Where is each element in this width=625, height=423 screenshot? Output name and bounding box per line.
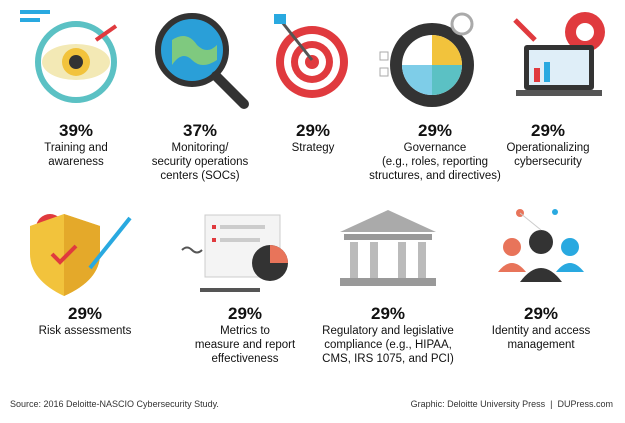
stat-label: structures, and directives): [369, 170, 501, 182]
stat-label: Governance: [403, 142, 467, 154]
icon-strategy: [274, 14, 348, 98]
stat-percent: 37%: [182, 121, 218, 140]
stat-label: (e.g., roles, reporting: [381, 156, 489, 168]
stat-label: cybersecurity: [514, 156, 582, 168]
stat-percent: 29%: [530, 121, 566, 140]
stat-label: Regulatory and legislative: [322, 325, 454, 337]
stat-item: 37% Monitoring/security operations centers…: [115, 121, 285, 183]
stat-label: CMS, IRS 1075, and PCI): [322, 353, 454, 365]
stat-item: 29% Regulatory and legislative compliance …: [303, 304, 473, 366]
stat-label: Risk assessments: [38, 325, 132, 337]
stat-label: awareness: [48, 156, 104, 168]
stat-item: 29% Governance (e.g., roles, reporting stru…: [350, 121, 520, 183]
stat-label: Training and: [44, 142, 108, 154]
stat-label: security operations: [151, 156, 249, 168]
stat-percent: 29%: [227, 304, 263, 323]
stat-label: Operationalizing: [506, 142, 590, 154]
stat-percent: 29%: [370, 304, 406, 323]
stat-percent: 29%: [67, 304, 103, 323]
icon-regulatory: [340, 210, 436, 286]
stat-percent: 29%: [523, 304, 559, 323]
icon-operationalizing: [513, 12, 605, 96]
stat-label: Identity and access: [491, 325, 591, 337]
stat-label: effectiveness: [211, 353, 279, 365]
icon-risk: [30, 214, 132, 296]
icon-training: [20, 10, 118, 103]
stat-item: 39% Training and awareness: [0, 121, 161, 169]
stat-percent: 29%: [295, 121, 331, 140]
icon-monitoring: [155, 13, 249, 109]
icon-identity: [498, 209, 584, 282]
stat-item: 29% Operationalizing cybersecurity: [463, 121, 625, 169]
stat-item: 29% Metrics to measure and report effective…: [160, 304, 330, 366]
icon-metrics: [181, 214, 288, 292]
stat-label: Strategy: [291, 142, 335, 154]
stat-item: 29% Identity and access management: [456, 304, 625, 352]
stat-label: Monitoring/: [171, 142, 229, 154]
stat-percent: 39%: [58, 121, 94, 140]
stat-percent: 29%: [417, 121, 453, 140]
stat-label: Metrics to: [220, 325, 270, 337]
stat-label: compliance (e.g., HIPAA,: [324, 339, 452, 351]
stat-label: management: [507, 339, 575, 351]
stat-item: 29% Risk assessments: [0, 304, 170, 338]
credit-note: Graphic: Deloitte University Press | DUP…: [410, 399, 613, 409]
stat-label: centers (SOCs): [160, 170, 240, 182]
icon-governance: [379, 12, 474, 107]
stat-item: 29% Strategy: [228, 121, 398, 155]
stat-label: measure and report: [194, 339, 296, 351]
source-note: Source: 2016 Deloitte-NASCIO Cybersecuri…: [10, 399, 219, 409]
